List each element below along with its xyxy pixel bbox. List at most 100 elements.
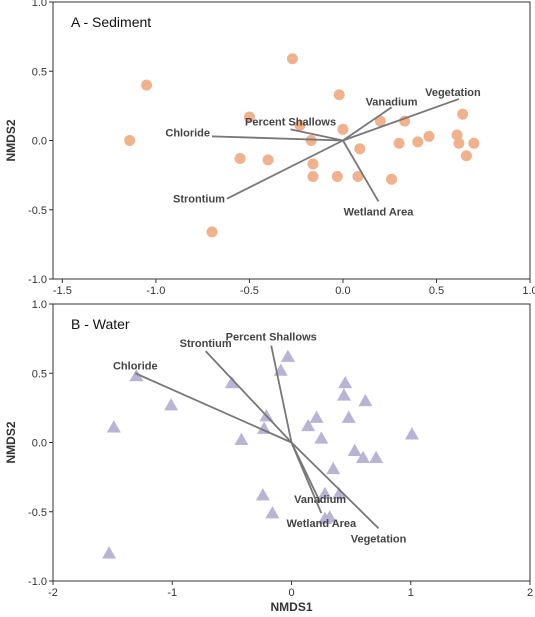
data-point — [206, 226, 218, 238]
data-point — [307, 158, 319, 170]
data-point — [243, 111, 255, 123]
data-point — [347, 443, 362, 457]
x-tick-label: 0.5 — [429, 285, 444, 297]
data-point — [337, 123, 349, 135]
data-point — [341, 410, 356, 423]
data-point — [356, 450, 371, 463]
vector-label-chloride: Chloride — [113, 360, 158, 372]
vector-strontium — [204, 350, 293, 444]
x-tick-label: 0 — [288, 587, 294, 599]
data-point — [453, 137, 465, 149]
data-point — [265, 506, 280, 519]
data-point — [255, 488, 270, 501]
points-water — [102, 349, 419, 559]
data-point — [333, 89, 345, 101]
data-point — [280, 349, 295, 362]
vector-label-vanadium: Vanadium — [366, 96, 418, 108]
vector-wetland-area — [290, 442, 323, 514]
x-tick-label: -1 — [167, 587, 177, 599]
data-point — [423, 130, 435, 142]
data-point — [460, 150, 472, 162]
vector-label-vanadium: Vanadium — [294, 494, 346, 506]
x-tick-label: -2 — [48, 587, 58, 599]
data-point — [129, 369, 144, 382]
y-axis-title: NMDS2 — [4, 119, 18, 161]
data-point — [224, 375, 239, 389]
x-tick-label: -1.5 — [53, 285, 72, 297]
vector-label-wetland-area: Wetland Area — [344, 206, 415, 218]
data-point — [352, 171, 364, 183]
x-axis-title: NMDS1 — [270, 600, 312, 614]
x-tick-label: 1 — [408, 587, 414, 599]
vector-wetland-area — [342, 140, 380, 202]
data-point — [336, 388, 351, 401]
data-point — [102, 546, 117, 559]
vectors-sediment: Vegetation Vanadium Percent Shallows Chlori… — [165, 87, 481, 218]
vector-label-strontium: Strontium — [173, 194, 225, 206]
data-point — [301, 418, 316, 432]
y-tick-label: 0.5 — [32, 66, 47, 78]
data-point — [412, 136, 424, 148]
data-point — [358, 393, 373, 407]
data-point — [307, 171, 319, 183]
vector-percent-shallows — [270, 345, 293, 443]
panel-sediment: -1.5 -1.0 -0.5 0.0 0.5 1.0 -1.0 -0.5 0.0 0.5 1.0 NM… — [4, 0, 535, 297]
vector-label-chloride: Chloride — [165, 127, 210, 139]
data-point — [234, 153, 246, 165]
data-point — [451, 129, 463, 141]
y-axis-title: NMDS2 — [4, 421, 18, 463]
vector-percent-shallows — [290, 128, 344, 142]
data-point — [354, 143, 366, 155]
data-point — [338, 375, 353, 389]
data-point — [386, 173, 398, 185]
vector-label-percent-shallows: Percent Shallows — [226, 332, 317, 344]
data-point — [294, 119, 306, 131]
y-tick-label: -0.5 — [28, 205, 47, 217]
data-point — [106, 420, 121, 433]
y-tick-label: 0.0 — [32, 438, 47, 450]
vector-label-percent-shallows: Percent Shallows — [245, 116, 336, 128]
panel-title: A - Sediment — [71, 14, 151, 30]
data-point — [369, 450, 384, 463]
y-tick-label: -1.0 — [28, 274, 47, 286]
vector-chloride — [211, 135, 343, 142]
data-point — [257, 421, 272, 434]
data-point — [141, 79, 153, 91]
data-point — [305, 135, 317, 146]
data-point — [322, 510, 337, 523]
vector-label-vegetation: Vegetation — [351, 533, 407, 545]
points-sediment — [124, 53, 480, 238]
x-tick-label: -1.0 — [146, 285, 165, 297]
vector-chloride — [134, 372, 292, 444]
data-point — [314, 431, 329, 444]
vector-label-vegetation: Vegetation — [425, 87, 481, 99]
vector-label-strontium: Strontium — [180, 338, 232, 350]
data-point — [124, 135, 136, 146]
vector-label-wetland-area: Wetland Area — [286, 518, 357, 530]
data-point — [234, 432, 249, 445]
data-point — [164, 398, 179, 411]
y-tick-label: 1.0 — [32, 0, 47, 9]
data-point — [457, 108, 469, 120]
y-tick-label: 1.0 — [32, 299, 47, 311]
data-point — [262, 154, 274, 166]
data-point — [468, 137, 480, 149]
x-tick-label: 2 — [527, 587, 533, 599]
data-point — [317, 486, 332, 499]
vector-vegetation — [342, 98, 460, 142]
x-tick-label: 0.0 — [335, 285, 350, 297]
data-point — [286, 53, 298, 65]
data-point — [393, 137, 405, 149]
data-point — [326, 461, 341, 475]
data-point — [331, 171, 343, 183]
data-point — [309, 410, 324, 423]
panel-title: B - Water — [71, 316, 130, 332]
y-tick-label: 0.0 — [32, 136, 47, 148]
x-tick-label: -0.5 — [240, 285, 259, 297]
data-point — [404, 427, 419, 440]
data-point — [332, 486, 347, 499]
vector-vanadium — [342, 106, 393, 142]
data-point — [399, 115, 411, 127]
y-tick-label: 0.5 — [32, 368, 47, 380]
